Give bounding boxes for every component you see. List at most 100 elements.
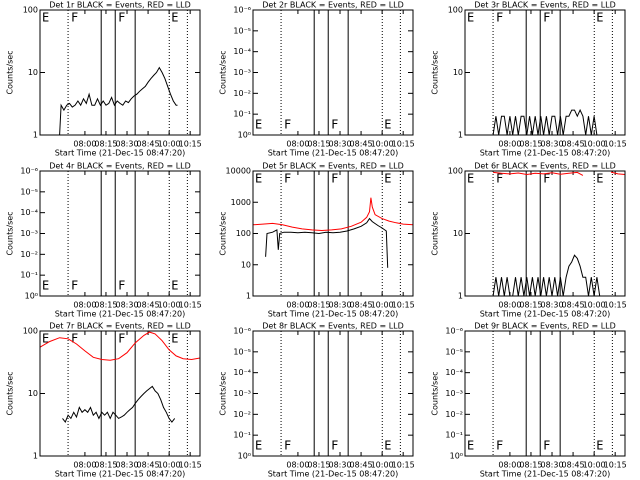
y-tick-label: 10⁻² [20, 250, 38, 259]
x-tick-label: 08:00 [286, 301, 309, 310]
y-tick-label: 1 [458, 292, 463, 301]
y-tick-label: 100 [23, 6, 38, 15]
letter: F [496, 439, 503, 453]
y-tick-label: 10⁻⁵ [445, 347, 463, 356]
y-tick-label: 10⁻³ [20, 229, 38, 238]
letter: F [496, 172, 503, 186]
y-tick-label: 1 [33, 131, 38, 140]
x-tick-label: 10:15 [179, 461, 202, 470]
x-tick-label: 10:15 [179, 301, 202, 310]
x-tick-label: 08:30 [115, 140, 138, 149]
letter: E [42, 11, 49, 25]
letter: E [467, 172, 474, 186]
y-tick-label: 10⁻⁶ [20, 167, 38, 176]
plot-frame [252, 170, 414, 297]
x-tick-label: 08:00 [73, 140, 96, 149]
x-tick-label: 10:15 [392, 301, 415, 310]
x-tick-label: 08:00 [286, 140, 309, 149]
plot-frame [464, 9, 626, 136]
y-tick-label: 10⁻⁵ [233, 26, 251, 35]
panel-title: Det 3r BLACK = Events, RED = LLD [474, 1, 616, 10]
y-tick-label: 1 [246, 292, 251, 301]
y-tick-label: 10 [453, 229, 463, 238]
plot-frame [39, 330, 201, 457]
y-tick-label: 100 [448, 6, 463, 15]
letter: E [467, 11, 474, 25]
x-tick-label: 10:15 [392, 461, 415, 470]
series-line [265, 217, 389, 268]
y-axis-label: Counts/sec [6, 211, 15, 255]
x-tick-label: 08:00 [73, 301, 96, 310]
y-tick-label: 100 [236, 229, 251, 238]
letter: E [596, 439, 603, 453]
y-axis-label: Counts/sec [6, 371, 15, 415]
y-tick-label: 10⁻¹ [233, 110, 251, 119]
y-axis-label: Counts/sec [6, 50, 15, 94]
x-tick-label: 08:00 [498, 301, 521, 310]
x-tick-label: 08:45 [350, 461, 373, 470]
x-tick-label: 08:30 [115, 461, 138, 470]
y-tick-label: 10⁰ [450, 452, 463, 461]
letter: F [543, 11, 550, 25]
plot-frame [464, 170, 626, 297]
y-tick-label: 10⁰ [238, 131, 251, 140]
letter: E [596, 11, 603, 25]
y-tick-label: 10⁻⁵ [20, 187, 38, 196]
y-tick-label: 10000 [226, 167, 251, 176]
x-tick-label: 08:00 [498, 461, 521, 470]
y-axis-label: Counts/sec [431, 211, 440, 255]
letter: F [331, 172, 338, 186]
letter: E [255, 439, 262, 453]
letter: F [71, 279, 78, 293]
letter: E [171, 279, 178, 293]
panel-title: Det 6r BLACK = Events, RED = LLD [474, 162, 616, 171]
series-line [492, 254, 601, 297]
letter: E [596, 172, 603, 186]
x-tick-label: 10:15 [604, 140, 627, 149]
letter: E [384, 439, 391, 453]
y-axis-label: Counts/sec [219, 50, 228, 94]
y-tick-label: 10⁻⁶ [445, 327, 463, 336]
y-tick-label: 10⁻² [445, 410, 463, 419]
x-tick-label: 10:00 [371, 461, 394, 470]
panel-title: Det 7r BLACK = Events, RED = LLD [49, 322, 191, 331]
y-tick-label: 1 [33, 452, 38, 461]
x-tick-label: 08:15 [307, 461, 330, 470]
letter: F [284, 172, 291, 186]
x-tick-label: 08:15 [307, 140, 330, 149]
x-tick-label: 10:15 [392, 140, 415, 149]
y-tick-label: 10 [28, 389, 38, 398]
letter: F [71, 11, 78, 25]
x-tick-label: 08:15 [94, 140, 117, 149]
letter: F [543, 172, 550, 186]
y-tick-label: 10 [28, 68, 38, 77]
x-tick-label: 08:00 [286, 461, 309, 470]
letter: E [255, 172, 262, 186]
y-tick-label: 10 [241, 260, 251, 269]
letter: F [284, 439, 291, 453]
y-tick-label: 10⁻⁶ [233, 6, 251, 15]
letter: E [42, 279, 49, 293]
letter: E [384, 172, 391, 186]
series-line [493, 171, 626, 176]
plot-frame [252, 330, 414, 457]
y-tick-label: 10⁻⁴ [20, 208, 38, 217]
x-tick-label: 08:00 [73, 461, 96, 470]
letter: E [467, 439, 474, 453]
letter: F [284, 118, 291, 132]
x-tick-label: 10:00 [583, 140, 606, 149]
x-axis-label: Start Time (21-Dec-15 08:47:20) [268, 310, 399, 319]
y-axis-label: Counts/sec [431, 371, 440, 415]
x-tick-label: 08:00 [498, 140, 521, 149]
series-line [252, 197, 414, 232]
y-tick-label: 10⁻⁴ [445, 368, 463, 377]
x-axis-label: Start Time (21-Dec-15 08:47:20) [480, 149, 611, 158]
plot-frame [39, 9, 201, 136]
x-tick-label: 10:00 [583, 461, 606, 470]
letter: F [71, 332, 78, 346]
x-tick-label: 08:45 [562, 461, 585, 470]
letter: E [42, 332, 49, 346]
x-axis-label: Start Time (21-Dec-15 08:47:20) [268, 149, 399, 158]
x-tick-label: 10:00 [583, 301, 606, 310]
